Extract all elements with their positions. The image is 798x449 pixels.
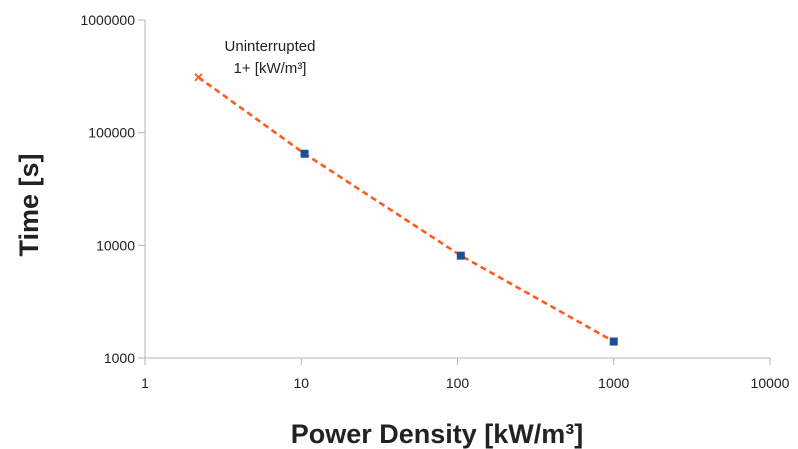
- y-ticks: 1000 10000 100000 1000000: [80, 12, 145, 366]
- annotation-line1: Uninterrupted: [225, 38, 316, 55]
- x-tick-label: 1: [141, 375, 149, 391]
- y-axis-title: Time [s]: [14, 153, 44, 256]
- trendline: [197, 76, 615, 343]
- y-tick-label: 100000: [88, 125, 135, 141]
- y-tick-label: 1000: [104, 350, 135, 366]
- annotation-x-marker: [194, 73, 203, 82]
- y-tick-label: 10000: [96, 237, 135, 253]
- x-tick-label: 100: [446, 375, 470, 391]
- y-tick-label: 1000000: [80, 12, 135, 28]
- trendline-path: [197, 76, 615, 343]
- x-tick-label: 10000: [751, 375, 790, 391]
- data-points: [300, 149, 618, 346]
- data-point: [300, 149, 309, 158]
- x-axis-title: Power Density [kW/m³]: [291, 419, 584, 449]
- annotation-line2: 1+ [kW/m³]: [234, 60, 307, 77]
- x-tick-label: 1000: [598, 375, 629, 391]
- data-point: [609, 337, 618, 346]
- x-tick-label: 10: [293, 375, 309, 391]
- x-ticks: 1 10 100 1000 10000: [141, 358, 790, 391]
- annotation: Uninterrupted 1+ [kW/m³]: [194, 38, 316, 82]
- data-point: [456, 251, 465, 260]
